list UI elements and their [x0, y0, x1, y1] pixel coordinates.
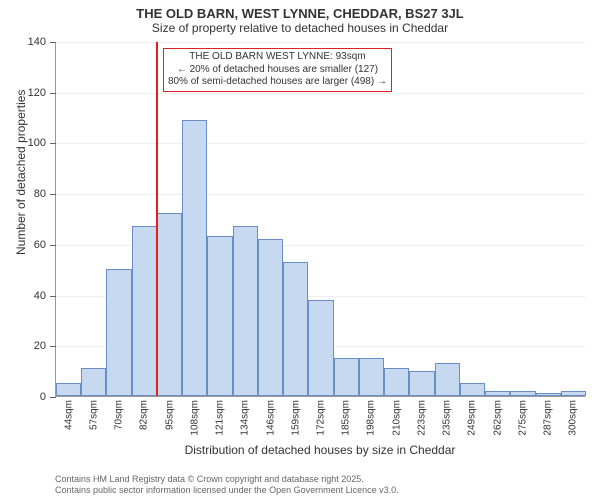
histogram-bar [207, 236, 232, 396]
x-tick-label: 223sqm [416, 400, 427, 436]
y-tick-label: 60 [34, 239, 46, 251]
histogram-bar [561, 391, 586, 396]
footer-line-2: Contains public sector information licen… [55, 485, 399, 496]
y-tick-label: 0 [40, 391, 46, 403]
x-tick-label: 44sqm [63, 400, 74, 430]
y-tick-label: 20 [34, 340, 46, 352]
histogram-bar [56, 383, 81, 396]
histogram-bar [81, 368, 106, 396]
x-tick-label: 70sqm [114, 400, 125, 430]
grid-line [56, 93, 585, 94]
plot-area: 02040608010012014044sqm57sqm70sqm82sqm95… [55, 42, 585, 397]
histogram-bar [132, 226, 157, 396]
x-tick-label: 275sqm [517, 400, 528, 436]
x-tick-label: 300sqm [568, 400, 579, 436]
histogram-bar [536, 393, 561, 396]
y-tick [50, 194, 56, 195]
x-tick-label: 134sqm [240, 400, 251, 436]
reference-line [156, 42, 158, 396]
x-tick-label: 198sqm [366, 400, 377, 436]
x-tick-label: 82sqm [139, 400, 150, 430]
histogram-bar [308, 300, 333, 396]
histogram-bar [359, 358, 384, 396]
histogram-bar [283, 262, 308, 396]
y-tick-label: 40 [34, 290, 46, 302]
x-tick-label: 287sqm [543, 400, 554, 436]
x-tick-label: 249sqm [467, 400, 478, 436]
figure-container: THE OLD BARN, WEST LYNNE, CHEDDAR, BS27 … [0, 0, 600, 500]
grid-line [56, 143, 585, 144]
y-tick [50, 143, 56, 144]
y-tick-label: 140 [28, 36, 46, 48]
info-box-line: ← 20% of detached houses are smaller (12… [168, 64, 387, 77]
y-tick [50, 346, 56, 347]
info-box: THE OLD BARN WEST LYNNE: 93sqm← 20% of d… [163, 48, 392, 92]
histogram-bar [258, 239, 283, 396]
page-subtitle: Size of property relative to detached ho… [0, 21, 600, 37]
page-title: THE OLD BARN, WEST LYNNE, CHEDDAR, BS27 … [0, 0, 600, 21]
y-tick [50, 93, 56, 94]
histogram-bar [435, 363, 460, 396]
x-tick-label: 172sqm [316, 400, 327, 436]
x-tick-label: 95sqm [164, 400, 175, 430]
histogram-bar [409, 371, 434, 396]
y-tick [50, 397, 56, 398]
info-box-line: 80% of semi-detached houses are larger (… [168, 76, 387, 89]
y-axis-label: Number of detached properties [14, 90, 28, 255]
histogram-bar [334, 358, 359, 396]
histogram-bar [233, 226, 258, 396]
y-tick-label: 100 [28, 137, 46, 149]
histogram-bar [384, 368, 409, 396]
y-tick-label: 80 [34, 188, 46, 200]
info-box-line: THE OLD BARN WEST LYNNE: 93sqm [168, 51, 387, 64]
histogram-bar [182, 120, 207, 396]
x-tick-label: 235sqm [442, 400, 453, 436]
x-tick-label: 185sqm [341, 400, 352, 436]
y-tick [50, 245, 56, 246]
y-tick [50, 42, 56, 43]
footer-line-1: Contains HM Land Registry data © Crown c… [55, 474, 399, 485]
x-tick-label: 146sqm [265, 400, 276, 436]
histogram-bar [460, 383, 485, 396]
histogram-bar [157, 213, 182, 396]
histogram-bar [106, 269, 131, 396]
x-tick-label: 159sqm [290, 400, 301, 436]
x-tick-label: 121sqm [215, 400, 226, 436]
footer-text: Contains HM Land Registry data © Crown c… [55, 474, 399, 497]
grid-line [56, 42, 585, 43]
y-tick [50, 296, 56, 297]
grid-line [56, 194, 585, 195]
y-tick-label: 120 [28, 87, 46, 99]
chart-area: 02040608010012014044sqm57sqm70sqm82sqm95… [55, 42, 585, 397]
x-tick-label: 262sqm [492, 400, 503, 436]
histogram-bar [510, 391, 535, 396]
x-axis-label: Distribution of detached houses by size … [55, 443, 585, 457]
x-tick-label: 108sqm [189, 400, 200, 436]
x-tick-label: 210sqm [391, 400, 402, 436]
histogram-bar [485, 391, 510, 396]
x-tick-label: 57sqm [88, 400, 99, 430]
